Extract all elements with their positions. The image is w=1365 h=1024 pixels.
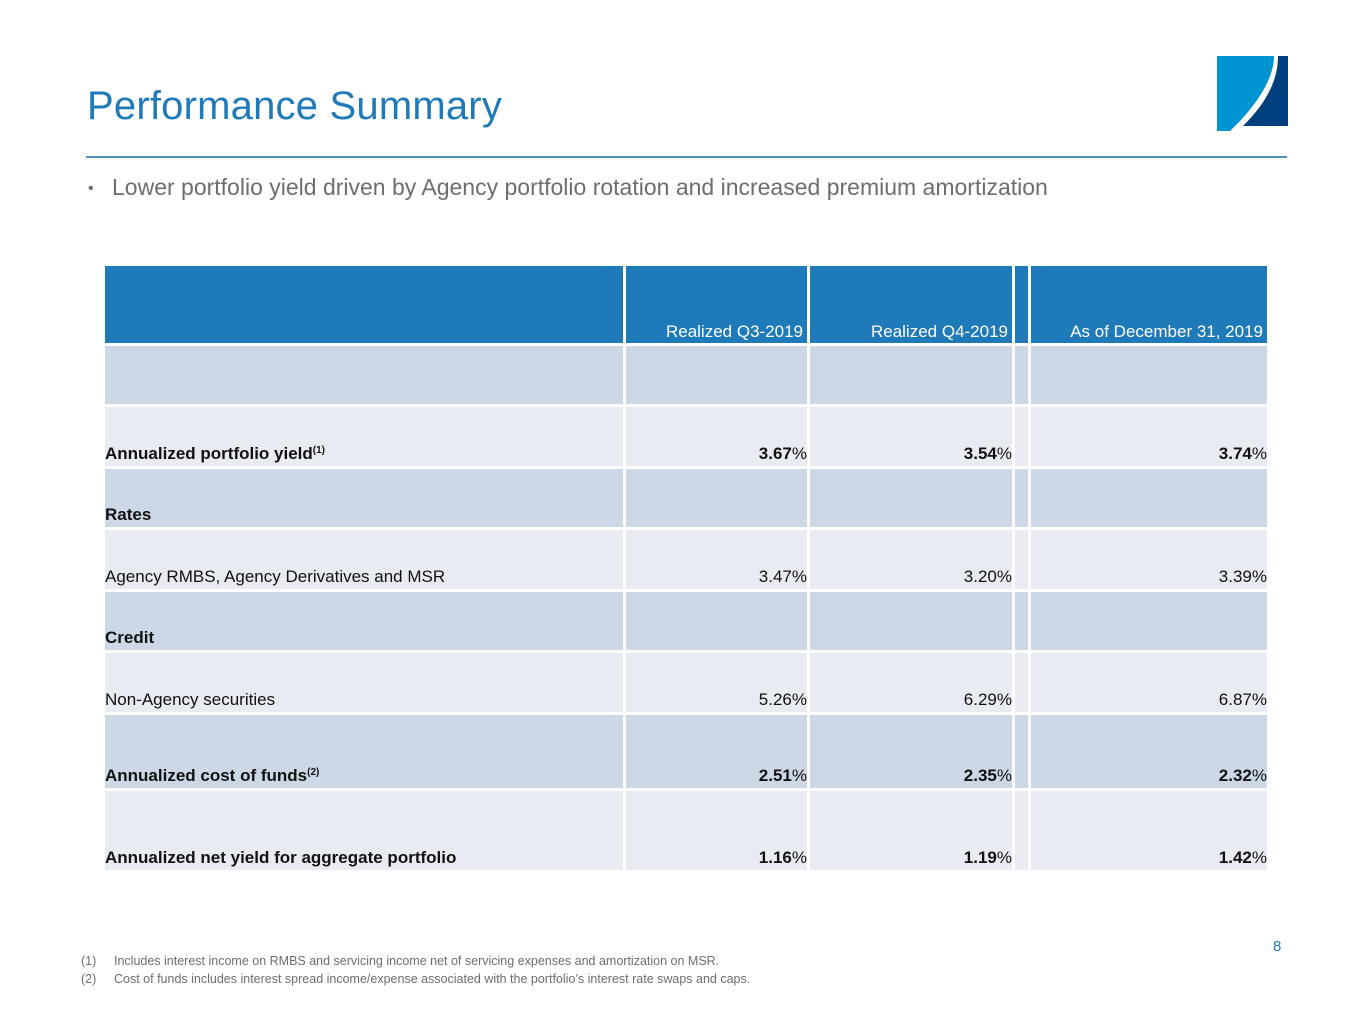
footnote-ref: (2) xyxy=(307,767,320,778)
cell-dec xyxy=(1031,469,1267,527)
cell-dec: 2.32% xyxy=(1031,715,1267,788)
footnotes: (1) Includes interest income on RMBS and … xyxy=(81,952,750,988)
table-row-non-agency: Non-Agency securities 5.26% 6.29% 6.87% xyxy=(105,653,1267,712)
footnote-item: (1) Includes interest income on RMBS and … xyxy=(81,954,720,968)
spacer-cell xyxy=(1015,592,1028,650)
row-label: Agency RMBS, Agency Derivatives and MSR xyxy=(105,530,623,589)
row-label: Credit xyxy=(105,592,623,650)
spacer-cell xyxy=(1015,469,1028,527)
performance-table: Realized Q3-2019 Realized Q4-2019 As of … xyxy=(102,263,1270,873)
company-logo-icon xyxy=(1216,55,1288,131)
row-label: Annualized net yield for aggregate portf… xyxy=(105,791,623,870)
cell-q3 xyxy=(626,592,807,650)
row-label: Rates xyxy=(105,469,623,527)
cell-dec: 6.87% xyxy=(1031,653,1267,712)
header-dec-31-2019: As of December 31, 2019 xyxy=(1031,266,1267,343)
cell-q4: 3.20% xyxy=(810,530,1012,589)
table-row-net-yield: Annualized net yield for aggregate portf… xyxy=(105,791,1267,870)
table-row-blank xyxy=(105,346,1267,404)
spacer-cell xyxy=(1015,791,1028,870)
spacer-cell xyxy=(1015,715,1028,788)
bullet-icon: • xyxy=(88,180,94,197)
row-label: Annualized portfolio yield(1) xyxy=(105,407,623,466)
cell-q3: 5.26% xyxy=(626,653,807,712)
cell-dec: 3.39% xyxy=(1031,530,1267,589)
header-q3-2019: Realized Q3-2019 xyxy=(626,266,807,343)
bullet-item: • Lower portfolio yield driven by Agency … xyxy=(86,171,1048,205)
cell-q4: 1.19% xyxy=(810,791,1012,870)
spacer-cell xyxy=(1015,530,1028,589)
cell-q4 xyxy=(810,592,1012,650)
header-label-cell xyxy=(105,266,623,343)
cell-dec: 3.74% xyxy=(1031,407,1267,466)
table-row-portfolio-yield: Annualized portfolio yield(1) 3.67% 3.54… xyxy=(105,407,1267,466)
cell-q3: 3.67% xyxy=(626,407,807,466)
cell-q4: 2.35% xyxy=(810,715,1012,788)
cell-q3: 2.51% xyxy=(626,715,807,788)
row-label: Non-Agency securities xyxy=(105,653,623,712)
cell-q4: 3.54% xyxy=(810,407,1012,466)
table-row-agency: Agency RMBS, Agency Derivatives and MSR … xyxy=(105,530,1267,589)
cell-q3 xyxy=(626,346,807,404)
cell-q4 xyxy=(810,469,1012,527)
cell-dec xyxy=(1031,346,1267,404)
bullet-text: Lower portfolio yield driven by Agency p… xyxy=(112,174,1048,200)
cell-dec: 1.42% xyxy=(1031,791,1267,870)
table-header-row: Realized Q3-2019 Realized Q4-2019 As of … xyxy=(105,266,1267,343)
page-title: Performance Summary xyxy=(87,84,503,128)
header-q4-2019: Realized Q4-2019 xyxy=(810,266,1012,343)
cell-q3 xyxy=(626,469,807,527)
cell-q4: 6.29% xyxy=(810,653,1012,712)
page-number: 8 xyxy=(1273,938,1282,955)
table-row-credit: Credit xyxy=(105,592,1267,650)
table-row-rates: Rates xyxy=(105,469,1267,527)
cell-q4 xyxy=(810,346,1012,404)
cell-q3: 1.16% xyxy=(626,791,807,870)
row-label: Annualized cost of funds(2) xyxy=(105,715,623,788)
footnote-item: (2) Cost of funds includes interest sprea… xyxy=(81,972,751,986)
footnote-ref: (1) xyxy=(312,445,326,456)
cell-dec xyxy=(1031,592,1267,650)
table-row-cost-of-funds: Annualized cost of funds(2) 2.51% 2.35% … xyxy=(105,715,1267,788)
header-spacer xyxy=(1015,266,1028,343)
row-label xyxy=(105,346,623,404)
spacer-cell xyxy=(1015,346,1028,404)
spacer-cell xyxy=(1015,407,1028,466)
title-divider xyxy=(86,156,1287,158)
cell-q3: 3.47% xyxy=(626,530,807,589)
spacer-cell xyxy=(1015,653,1028,712)
